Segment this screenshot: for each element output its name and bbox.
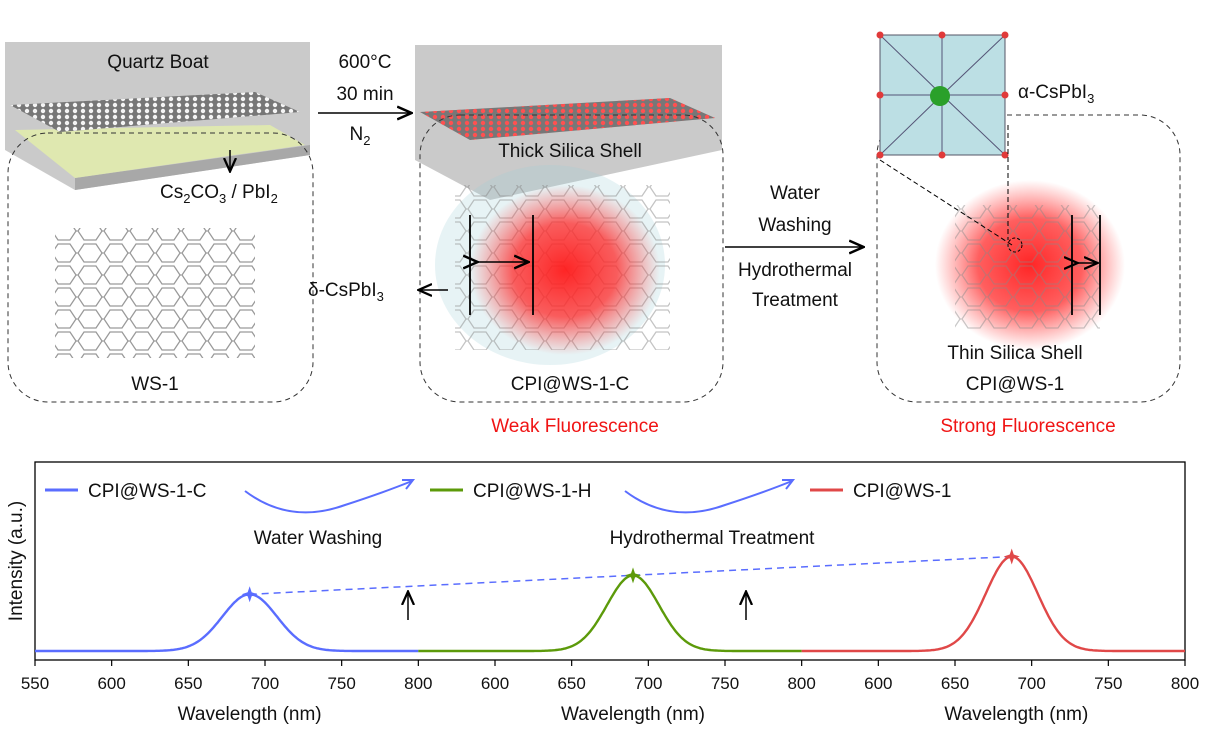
weak-fluorescence-glow — [470, 185, 660, 355]
treatment-line1: Water — [770, 183, 821, 204]
cpi-ws1-label: CPI@WS-1 — [966, 374, 1064, 395]
x-tick-label: 600 — [97, 674, 125, 693]
quartz-boat-2 — [415, 45, 722, 200]
cpi-ws1-c-region-outline — [419, 114, 724, 403]
x-axis-label: Wavelength (nm) — [178, 704, 322, 725]
series-line-cpi-ws-1 — [801, 555, 1185, 653]
time-label: 30 min — [336, 84, 393, 105]
pl-spectra-chart: Intensity (a.u.) 550 600 650 700 750 800 Wavel… — [6, 461, 1199, 725]
series-line-cpi-ws-1-h — [418, 574, 802, 653]
quartz-boat-1 — [5, 42, 310, 190]
x-tick-label: 650 — [174, 674, 202, 693]
precursor-layer — [15, 125, 305, 178]
cpi-ws1-c-label: CPI@WS-1-C — [511, 374, 630, 395]
x-axis-label: Wavelength (nm) — [561, 704, 705, 725]
x-tick-label: 750 — [1094, 674, 1122, 693]
x-tick-label: 750 — [327, 674, 355, 693]
x-tick-label: 750 — [711, 674, 739, 693]
thin-shell-label: Thin Silica Shell — [947, 343, 1082, 364]
ws1-framework-image — [55, 228, 255, 358]
annotation-hydrothermal: Hydrothermal Treatment — [610, 528, 816, 549]
legend-label-cpi-ws1-h: CPI@WS-1-H — [473, 481, 592, 502]
strong-fluorescence-label: Strong Fluorescence — [940, 416, 1115, 437]
legend-label-cpi-ws1-c: CPI@WS-1-C — [88, 481, 207, 502]
x-tick-label: 800 — [404, 674, 432, 693]
treatment-line2: Washing — [758, 215, 831, 236]
x-axis-label: Wavelength (nm) — [944, 704, 1088, 725]
curved-arrow-icon — [244, 480, 413, 514]
x-tick-label: 600 — [864, 674, 892, 693]
x-tick-label: 650 — [557, 674, 585, 693]
x-tick-label: 800 — [787, 674, 815, 693]
x-tick-label: 550 — [21, 674, 49, 693]
x-tick-label: 800 — [1171, 674, 1199, 693]
peak-marker — [241, 586, 258, 603]
curved-arrow-icon — [624, 480, 793, 514]
temperature-label: 600°C — [338, 52, 391, 73]
peak-marker — [625, 567, 641, 584]
weak-fluorescence-label: Weak Fluorescence — [491, 416, 659, 437]
ws1-region-outline — [7, 132, 314, 403]
x-tick-label: 600 — [481, 674, 509, 693]
x-tick-label: 650 — [941, 674, 969, 693]
series-line-cpi-ws-1-c — [35, 593, 419, 653]
y-axis-label: Intensity (a.u.) — [6, 501, 27, 621]
annotation-water-washing: Water Washing — [254, 528, 382, 549]
delta-phase-label: δ-CsPbI3 — [308, 280, 384, 304]
treatment-line4: Treatment — [752, 290, 839, 311]
crystal-structure-image — [876, 31, 1009, 159]
peak-marker — [1003, 548, 1020, 565]
plot-frame — [34, 461, 1186, 661]
quartz-boat-label: Quartz Boat — [107, 52, 209, 73]
legend-label-cpi-ws1: CPI@WS-1 — [853, 481, 951, 502]
x-tick-label: 700 — [1017, 674, 1045, 693]
alpha-phase-label: α-CsPbI3 — [1018, 82, 1094, 106]
x-tick-label: 700 — [634, 674, 662, 693]
thick-shell-label: Thick Silica Shell — [498, 141, 642, 162]
cpi-ws1-region-outline — [876, 114, 1181, 403]
treatment-line3: Hydrothermal — [738, 260, 852, 281]
precursor-label: Cs2CO3 / PbI2 — [160, 182, 278, 206]
ws1-label: WS-1 — [131, 374, 179, 395]
x-tick-label: 700 — [251, 674, 279, 693]
atmosphere-label: N2 — [350, 124, 371, 148]
